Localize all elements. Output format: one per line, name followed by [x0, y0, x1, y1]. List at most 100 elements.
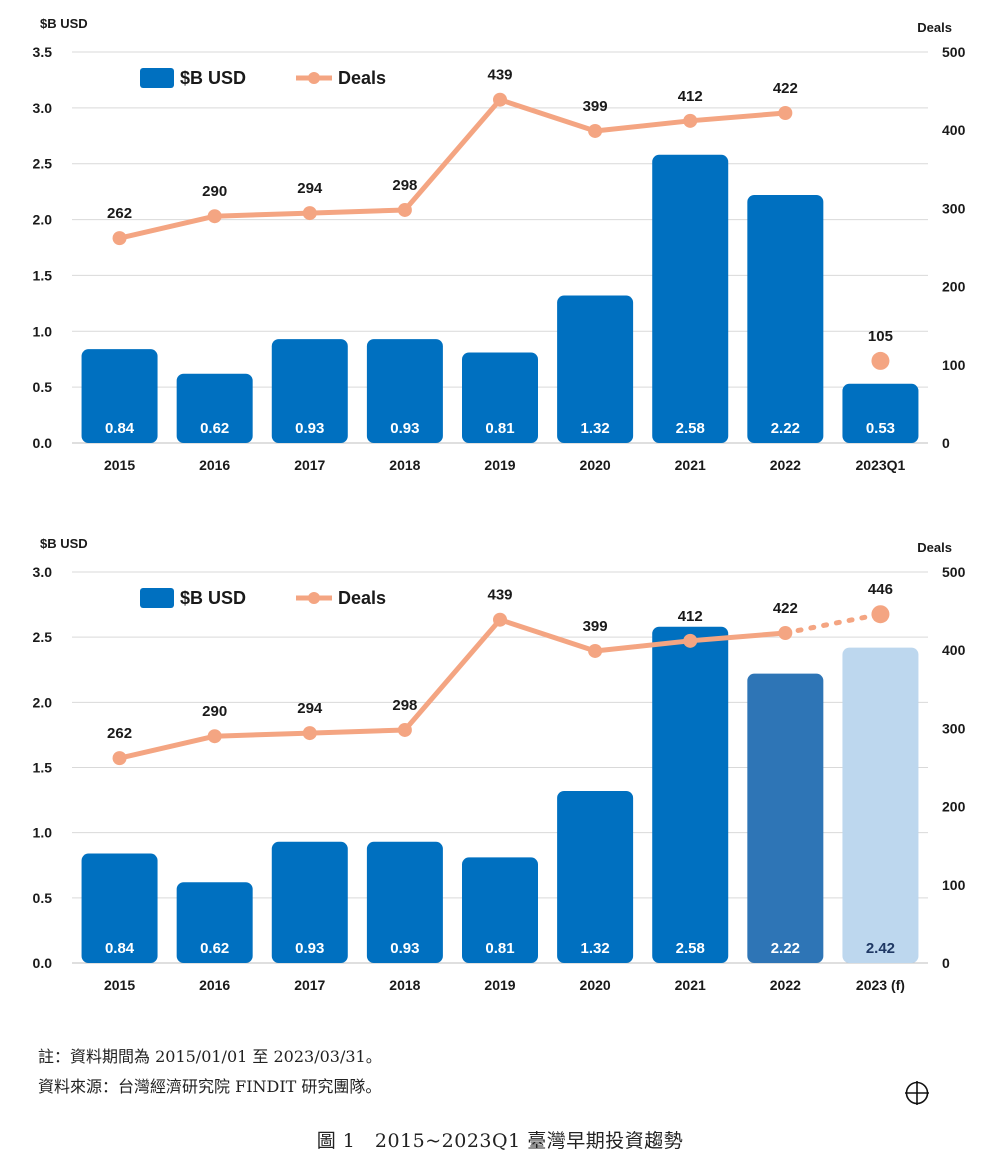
deals-point [112, 231, 127, 246]
x-tick-label: 2016 [199, 977, 230, 993]
deals-value-label: 422 [773, 600, 798, 617]
y-right-tick-label: 500 [942, 44, 966, 60]
deals-line [118, 97, 786, 241]
bar-2017 [271, 339, 348, 443]
y-right-tick-label: 300 [942, 200, 966, 216]
x-tick-label: 2021 [675, 457, 706, 473]
deals-value-label: 412 [678, 88, 703, 105]
x-tick-label: 2017 [294, 457, 325, 473]
bar-2021 [652, 154, 729, 443]
bar-value-label: 1.32 [581, 420, 610, 437]
legend-line-marker [308, 592, 320, 604]
x-tick-label: 2019 [484, 977, 515, 993]
note-source: 資料來源：台灣經濟研究院 FINDIT 研究團隊。 [38, 1077, 382, 1096]
bar-value-label: 0.93 [390, 420, 419, 437]
deals-point [493, 612, 507, 627]
deals-value-label: 290 [202, 703, 227, 720]
legend-bar-label: $B USD [180, 588, 246, 608]
y-right-tick-label: 300 [942, 720, 966, 736]
deals-point [778, 625, 793, 640]
deals-point [207, 729, 222, 744]
x-tick-label: 2022 [770, 457, 801, 473]
deals-point [302, 206, 317, 221]
y-left-tick-label: 2.5 [33, 629, 53, 645]
x-tick-label: 2015 [104, 977, 135, 993]
deals-point [207, 209, 222, 224]
bar-value-label: 0.62 [200, 420, 229, 437]
legend-bar-swatch [140, 588, 174, 608]
y-right-tick-label: 400 [942, 122, 966, 138]
chart-top: $B USD Deals 0.0 0.5 1.0 1.5 2.0 2.5 3.0 3.5 0 100 2… [33, 16, 966, 473]
y-left-tick-label: 1.5 [33, 267, 53, 283]
deals-value-label: 262 [107, 205, 132, 222]
bar-value-label: 0.81 [485, 940, 514, 957]
deals-value-label: 105 [868, 328, 893, 345]
x-tick-label: 2018 [389, 457, 420, 473]
deals-value-label: 262 [107, 725, 132, 742]
y-right-tick-label: 200 [942, 799, 966, 815]
bar-value-label: 2.22 [771, 940, 800, 957]
deals-point [397, 202, 412, 217]
y-left-tick-label: 3.5 [33, 44, 53, 60]
deals-value-label: 439 [487, 67, 512, 84]
deals-forecast-line [782, 611, 883, 636]
y-left-tick-label: 1.5 [33, 760, 53, 776]
left-axis-title: $B USD [40, 16, 88, 31]
legend-line-label: Deals [338, 588, 386, 608]
deals-value-label: 294 [297, 180, 323, 197]
bar-2017 [271, 841, 348, 963]
deals-value-label: 412 [678, 608, 703, 625]
bar-value-label: 0.84 [105, 940, 135, 957]
deals-value-label: 399 [583, 98, 608, 115]
y-right-tick-label: 0 [942, 435, 950, 451]
bar-2022 [747, 673, 824, 963]
legend-line-marker [308, 72, 320, 84]
notes: 註：資料期間為 2015/01/01 至 2023/03/31。 資料來源：台灣… [38, 1042, 938, 1102]
bar-value-label: 0.84 [105, 420, 135, 437]
y-right-tick-label: 200 [942, 279, 966, 295]
y-right-tick-label: 100 [942, 357, 966, 373]
deals-value-label: 298 [392, 697, 417, 714]
bar-value-label: 2.42 [866, 940, 895, 957]
chart-bottom: $B USD Deals 0.0 0.5 1.0 1.5 2.0 2.5 3.0 0 100 200 3… [33, 536, 966, 993]
bar-2018 [366, 841, 443, 963]
right-axis-title: Deals [917, 20, 952, 35]
bar-value-label: 0.81 [485, 420, 514, 437]
x-tick-label: 2020 [580, 977, 611, 993]
crosshair-circle-icon [905, 1081, 929, 1105]
y-left-tick-label: 2.0 [33, 212, 53, 228]
x-tick-label: 2015 [104, 457, 135, 473]
deals-value-label: 298 [392, 177, 417, 194]
deals-point [871, 351, 890, 370]
deals-value-label: 294 [297, 700, 323, 717]
deals-value-label: 446 [868, 581, 893, 598]
deals-point [778, 105, 793, 120]
bar-value-label: 2.22 [771, 420, 800, 437]
bar-2015 [81, 853, 158, 963]
y-right-tick-label: 0 [942, 955, 950, 971]
deals-point [397, 722, 412, 737]
y-right-tick-label: 500 [942, 564, 966, 580]
note-period: 註：資料期間為 2015/01/01 至 2023/03/31。 [38, 1047, 382, 1066]
bar-value-label: 0.93 [390, 940, 419, 957]
y-left-tick-label: 0.0 [33, 435, 53, 451]
x-tick-label: 2023 (f) [856, 977, 905, 993]
bar-value-label: 0.93 [295, 420, 324, 437]
deals-point [588, 123, 603, 138]
bar-2020 [557, 790, 634, 963]
deals-point [683, 113, 698, 128]
y-left-tick-label: 0.5 [33, 890, 53, 906]
y-left-tick-label: 0.5 [33, 379, 53, 395]
legend-bar-label: $B USD [180, 68, 246, 88]
left-axis-title: $B USD [40, 536, 88, 551]
x-tick-label: 2019 [484, 457, 515, 473]
bar-2018 [366, 339, 443, 443]
bar-2015 [81, 349, 158, 443]
x-tick-label: 2017 [294, 977, 325, 993]
y-left-tick-label: 2.5 [33, 156, 53, 172]
y-left-tick-label: 1.0 [33, 825, 53, 841]
y-right-tick-label: 400 [942, 642, 966, 658]
deals-value-label: 439 [487, 587, 512, 604]
deals-point [588, 643, 603, 658]
deals-point [871, 605, 890, 624]
